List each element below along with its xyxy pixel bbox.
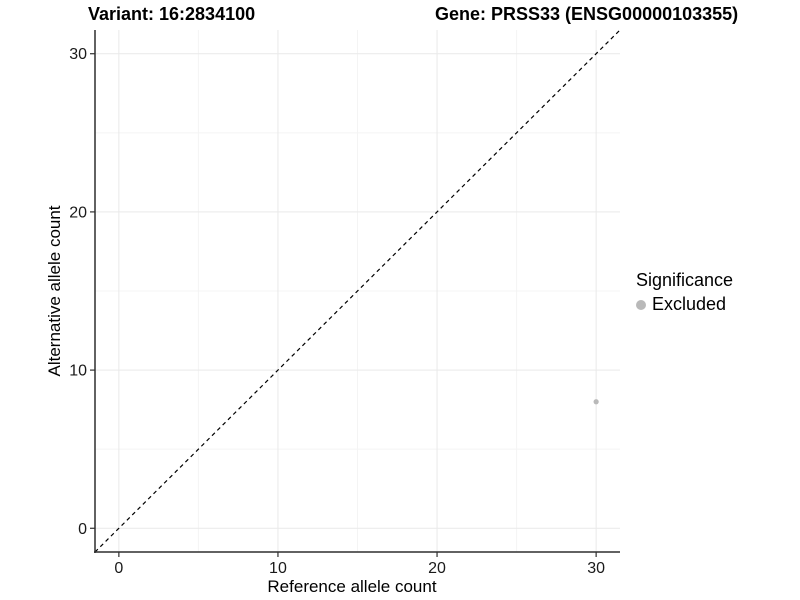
variant-title: Variant: 16:2834100: [88, 4, 256, 24]
data-points-layer: [593, 399, 599, 405]
excluded-point-icon: [636, 299, 646, 310]
identity-line: [94, 29, 621, 553]
data-point: [593, 399, 599, 405]
legend: Significance Excluded: [636, 270, 733, 315]
identity-line-layer: [94, 29, 621, 553]
tick-labels-layer: 0 10 20 30 0 10 20 30: [69, 46, 605, 577]
legend-title: Significance: [636, 270, 734, 290]
major-gridlines: [95, 30, 620, 552]
y-tick-label: 0: [78, 521, 87, 538]
y-tick-label: 20: [69, 204, 87, 221]
legend-entry-label: Excluded: [652, 294, 727, 314]
y-axis-title: Alternative allele count: [45, 205, 64, 376]
x-tick-label: 30: [587, 560, 605, 577]
x-tick-label: 10: [269, 560, 287, 577]
gene-title: Gene: PRSS33 (ENSG00000103355): [435, 4, 739, 24]
x-tick-label: 20: [428, 560, 446, 577]
x-tick-label: 0: [114, 560, 123, 577]
minor-gridlines: [95, 30, 620, 552]
y-tick-label: 10: [69, 363, 87, 380]
y-tick-label: 30: [69, 46, 87, 63]
x-axis-title: Reference allele count: [267, 577, 436, 596]
axes-layer: [90, 30, 620, 557]
legend-entry-excluded: Excluded: [636, 294, 733, 315]
